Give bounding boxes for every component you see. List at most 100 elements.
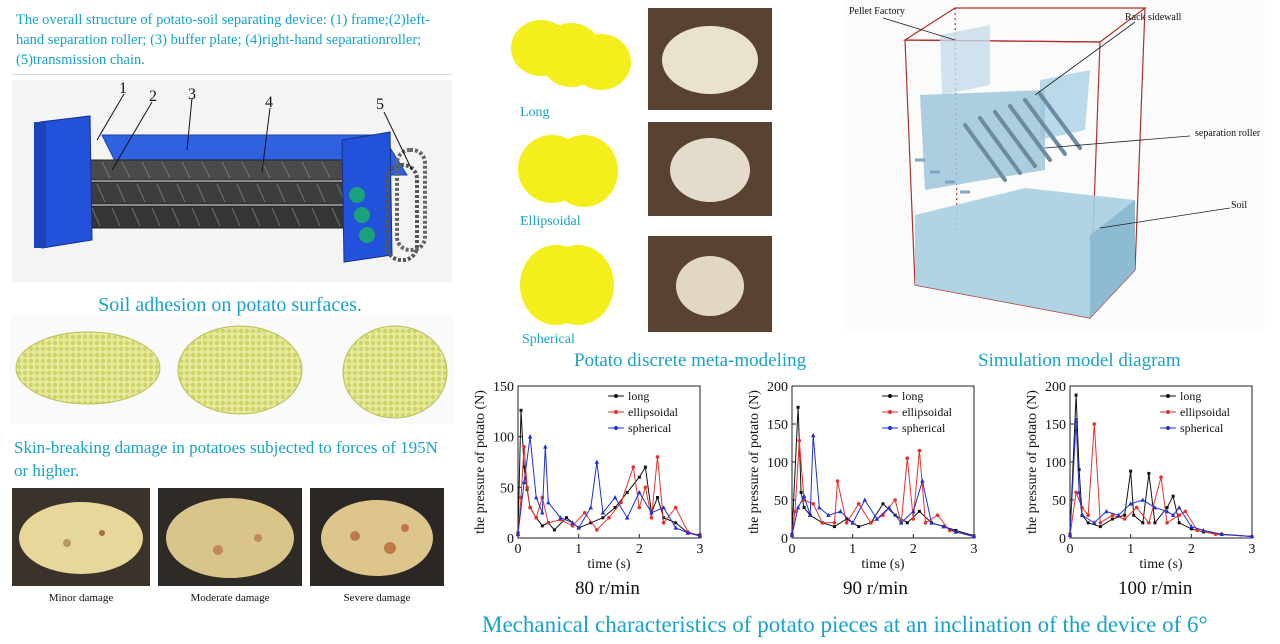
y-tick-label: 0 [507,532,514,547]
severe-damage-photo [310,488,444,586]
point-spherical [1076,489,1082,495]
point-spherical [1092,520,1097,525]
chart-80rpm: 0 50 100 150 0 1 2 3 time (s) the pressure of pot… [468,378,728,578]
point-ellipsoidal [844,521,849,525]
point-ellipsoidal [835,479,840,483]
point-spherical [817,505,822,510]
ellipsoidal-potato-model [514,125,624,215]
x-tick-label: 3 [1249,542,1256,557]
point-long [540,524,544,528]
point-spherical [546,500,551,505]
point-ellipsoidal [619,500,623,505]
y-tick-label: 0 [781,532,788,547]
point-long [613,506,617,510]
y-tick-label: 150 [767,418,788,433]
chart-90rpm: 0 50 100 150 200 0 1 2 3 time (s) the pressure of … [742,378,1002,578]
legend-marker-ellipsoidal [1166,410,1170,414]
point-long [1153,521,1157,525]
point-spherical [789,532,795,537]
point-long [1141,521,1145,525]
point-long [796,405,800,409]
point-spherical [1152,505,1158,510]
soil-adhesion-illustration [10,316,454,424]
point-spherical [1177,505,1182,510]
y-tick-label: 200 [1045,380,1066,395]
series-line-ellipsoidal [791,440,975,537]
point-spherical [1201,527,1206,533]
point-spherical [1116,512,1121,517]
point-long [625,490,629,494]
point-spherical [649,510,654,515]
legend-marker-long [888,394,892,398]
point-ellipsoidal [673,505,678,510]
severe-damage-label: Severe damage [343,592,411,604]
point-ellipsoidal [649,515,654,520]
point-spherical [1079,512,1085,517]
plot-frame [517,385,701,539]
moderate-damage-photo [158,488,302,586]
chart-title-100rpm: 100 r/min [1118,578,1193,599]
legend-label-long: long [628,389,649,403]
point-spherical [795,505,801,510]
legend-label-spherical: spherical [1180,421,1224,435]
point-spherical [612,494,618,500]
y-tick-label: 200 [767,380,788,395]
legend-marker-ellipsoidal [888,410,892,414]
x-axis-label: time (s) [1139,557,1182,572]
legend-marker-long [614,394,618,398]
structure-separator [12,74,452,75]
legend-label-ellipsoidal: ellipsoidal [628,405,679,419]
point-long [674,521,678,525]
point-ellipsoidal [923,521,928,525]
point-ellipsoidal [797,438,802,443]
point-ellipsoidal [655,455,660,459]
point-ellipsoidal [631,465,636,469]
x-tick-label: 0 [789,542,796,557]
spherical-potato-model [514,240,624,330]
point-ellipsoidal [1074,490,1078,495]
point-spherical [1128,501,1133,506]
long-potato-photo [648,8,772,110]
minor-damage-label: Minor damage [48,592,114,604]
point-spherical [685,530,691,535]
x-tick-label: 2 [910,542,917,557]
part-number-4: 4 [265,94,273,111]
part-number-3: 3 [188,86,196,103]
device-structure-illustration: 1 2 3 4 5 [12,80,452,282]
point-spherical [673,525,678,530]
point-long [643,465,647,469]
x-tick-label: 1 [1127,542,1134,557]
point-ellipsoidal [1134,505,1139,510]
point-spherical [570,520,575,525]
point-ellipsoidal [1110,513,1115,517]
point-long [552,528,556,532]
point-long [905,521,909,525]
point-spherical [929,520,934,525]
soil-label: Soil [1231,200,1248,211]
point-ellipsoidal [1098,521,1103,525]
point-long [1123,513,1127,517]
y-tick-label: 100 [493,431,514,446]
point-ellipsoidal [1086,513,1090,517]
point-ellipsoidal [570,524,575,528]
point-ellipsoidal [869,521,873,525]
chart-100rpm: 0 50 100 150 200 0 1 2 3 time (s) the pressure of … [1020,378,1280,578]
point-ellipsoidal [528,505,532,510]
x-tick-label: 0 [515,542,522,557]
point-ellipsoidal [1092,422,1097,426]
point-ellipsoidal [811,502,816,506]
point-long [1074,393,1078,397]
point-long [799,490,803,494]
point-ellipsoidal [1147,521,1151,525]
minor-damage-photo [12,488,150,586]
point-ellipsoidal [935,513,940,517]
point-long [1171,494,1175,498]
point-long [1129,469,1133,473]
point-long [832,525,836,529]
y-tick-label: 100 [1045,456,1066,471]
point-spherical [1140,497,1145,502]
spherical-potato-photo [648,236,772,332]
long-label: Long [520,105,550,120]
point-long [1177,521,1181,525]
point-long [802,506,806,510]
